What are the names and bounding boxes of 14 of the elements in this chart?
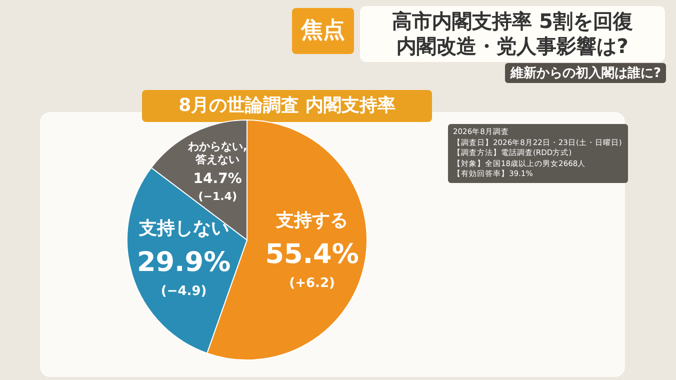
data-label: 14.7% <box>193 170 242 187</box>
text: (−1.4) <box>198 190 237 203</box>
slice-label: 支持しない <box>138 218 229 240</box>
slice-label: わからない, 答えない <box>187 140 248 166</box>
data-label: 29.9% <box>136 247 231 278</box>
text: (−4.9) <box>160 284 207 300</box>
text: 焦点 <box>292 8 354 54</box>
data-label: 55.4% <box>265 239 359 270</box>
text: 高市内閣支持率 5割を回復 <box>391 9 634 34</box>
slice-label: 支持する <box>275 210 348 232</box>
text: 維新からの初入閣は誰に? <box>505 63 666 83</box>
text: 内閣改造・党人事影響は? <box>396 34 630 59</box>
text: 8月の世論調査 内閣支持率 <box>142 90 432 122</box>
text: (+6.2) <box>289 276 335 292</box>
